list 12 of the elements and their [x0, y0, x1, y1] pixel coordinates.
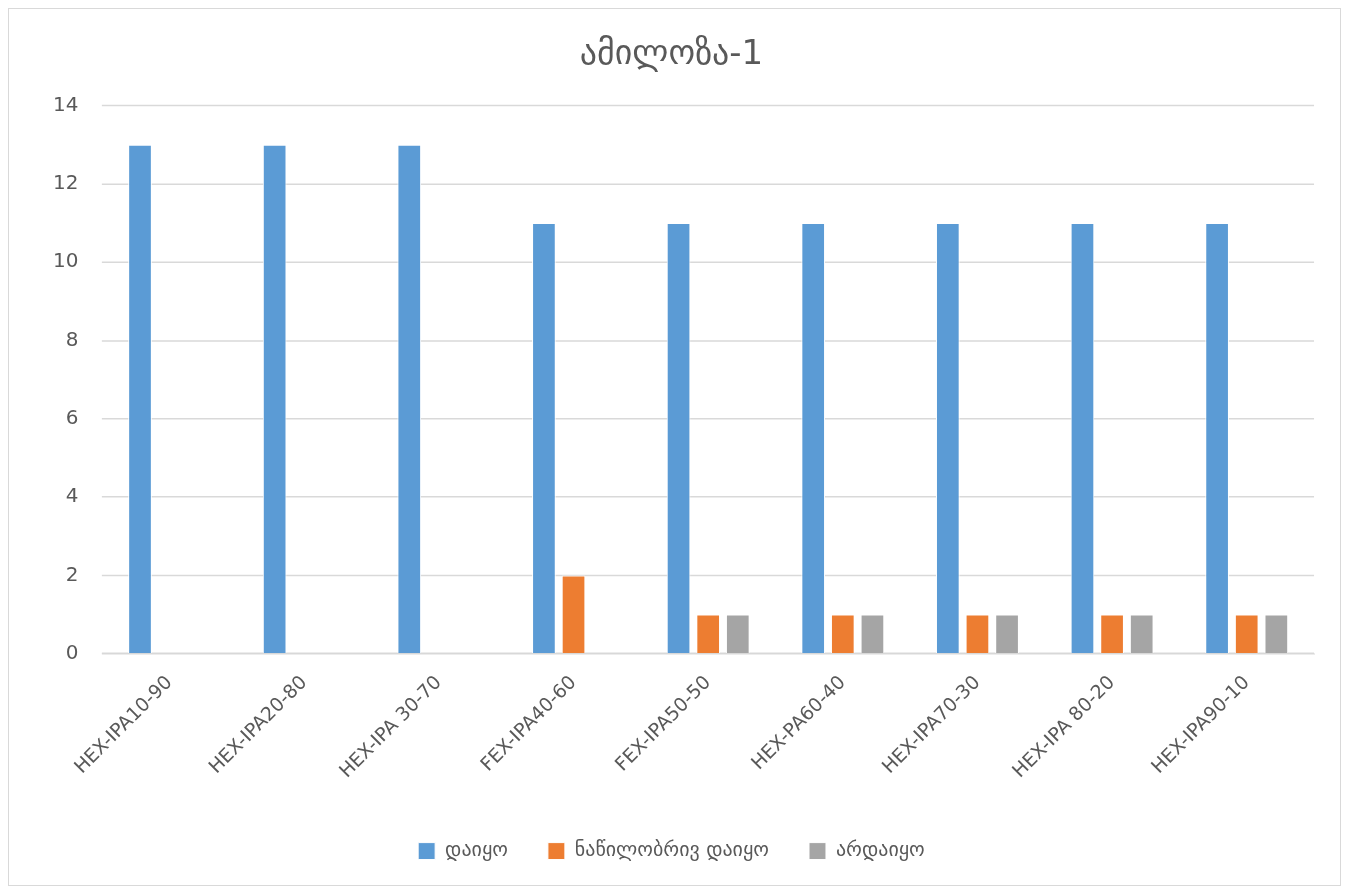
chart-title: ამილოზა-1	[579, 33, 764, 73]
y-tick-label: 12	[52, 170, 79, 195]
legend-label: ნაწილობრივ დაიყო	[574, 837, 769, 862]
legend-label: არდაიყო	[835, 837, 925, 862]
y-tick-label: 6	[65, 405, 79, 429]
y-tick-label: 2	[65, 561, 79, 586]
y-tick-label: 8	[65, 326, 79, 351]
legend-label: დაიყო	[445, 837, 508, 862]
y-tick-label: 4	[65, 483, 79, 508]
y-tick-label: 0	[65, 639, 79, 664]
y-tick-label: 14	[52, 91, 79, 116]
y-tick-label: 10	[52, 248, 79, 273]
